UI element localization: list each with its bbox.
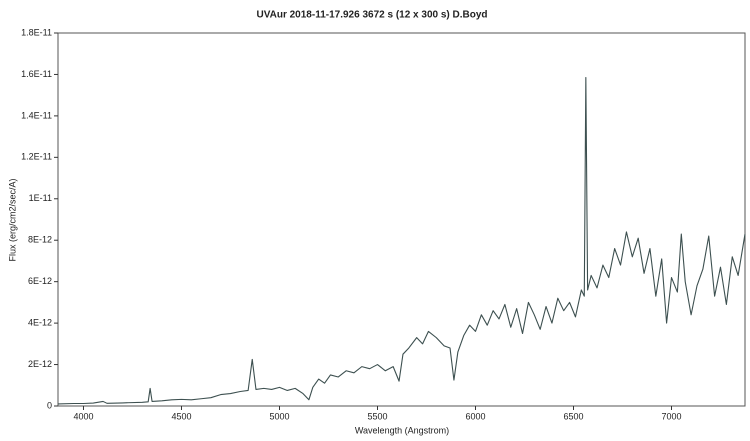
- y-tick-label: 1.2E-11: [21, 152, 52, 162]
- y-tick-label: 8E-12: [28, 235, 52, 245]
- y-tick-label: 1.6E-11: [21, 69, 52, 79]
- x-tick-label: 4500: [171, 411, 191, 421]
- y-tick-label: 2E-12: [28, 359, 52, 369]
- plot-frame: [57, 32, 746, 407]
- y-tick-label: 0: [47, 400, 52, 410]
- y-tick-label: 4E-12: [28, 317, 52, 327]
- x-tick-label: 6000: [465, 411, 485, 421]
- x-tick-label: 5500: [367, 411, 387, 421]
- x-axis-label: Wavelength (Angstrom): [355, 425, 449, 435]
- x-tick-label: 6500: [563, 411, 583, 421]
- y-tick-label: 6E-12: [28, 276, 52, 286]
- spectrum-line: [57, 77, 746, 405]
- x-tick-label: 4000: [73, 411, 93, 421]
- y-tick-label: 1E-11: [29, 193, 52, 203]
- x-tick-label: 7000: [661, 411, 681, 421]
- y-axis-label: Flux (erg/cm2/sec/A): [7, 178, 17, 261]
- y-tick-label: 1.8E-11: [21, 27, 52, 37]
- x-tick-label: 5000: [269, 411, 289, 421]
- chart-title: UVAur 2018-11-17.926 3672 s (12 x 300 s)…: [256, 10, 487, 21]
- y-tick-label: 1.4E-11: [21, 110, 52, 120]
